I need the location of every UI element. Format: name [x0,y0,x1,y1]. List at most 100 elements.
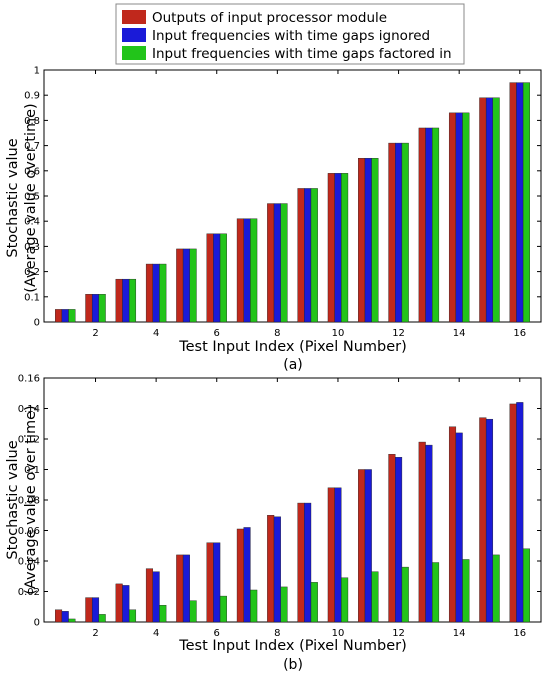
chart-b-bar-outputs-14 [448,426,457,623]
chart-a-xtick-label: 10 [332,328,345,339]
chart-a-ytick-label: 0.7 [24,141,40,152]
chart-b-bar-gaps-factored-12 [401,566,409,623]
chart-b-ytick-label: 0.1 [24,465,40,476]
chart-a-bar-gaps-ignored-8 [273,203,281,323]
chart-a-bar-gaps-factored-7 [250,218,258,323]
chart-b-bar-outputs-5 [176,554,184,623]
legend-label-gaps-ignored: Input frequencies with time gaps ignored [152,28,430,44]
chart-a-bar-gaps-ignored-13 [425,127,433,323]
chart-a-bar-gaps-factored-9 [310,188,318,323]
chart-b-ytick-label: 0.12 [18,435,40,446]
chart-b-xlabel: Test Input Index (Pixel Number) [178,638,407,654]
chart-a-bar-outputs-1 [55,309,63,323]
chart-b-bar-gaps-ignored-5 [182,554,190,623]
chart-b-bar-gaps-factored-3 [128,609,137,623]
chart-b-xtick-label: 16 [513,628,526,639]
chart-b-bar-gaps-factored-5 [189,600,197,623]
chart-b-ytick-label: 0.06 [18,526,40,537]
chart-a-bar-outputs-6 [206,233,214,323]
chart-a-bar-outputs-14 [448,112,457,323]
chart-a-bar-gaps-factored-1 [68,309,76,323]
chart-a-xtick-label: 4 [153,328,159,339]
chart-a-bar-gaps-factored-15 [492,97,500,323]
chart-a-bar-gaps-ignored-3 [122,278,130,323]
chart-a-subcaption: (a) [283,357,303,373]
chart-b-bar-gaps-ignored-11 [364,469,372,623]
chart-a-bar-outputs-4 [145,263,154,323]
chart-a-xtick-label: 2 [92,328,98,339]
chart-a-bar-gaps-factored-4 [159,263,167,323]
chart-a-bar-outputs-9 [297,188,305,323]
chart-a-bar-gaps-factored-16 [522,82,530,323]
chart-a-bar-gaps-factored-10 [341,173,349,323]
chart-b-bar-gaps-ignored-14 [455,432,463,623]
chart-a-bar-gaps-ignored-12 [395,142,403,323]
chart-a-ytick-label: 0.6 [24,166,40,177]
chart-b-xtick-label: 2 [92,628,98,639]
chart-a-bar-gaps-ignored-15 [485,97,494,323]
chart-a-xtick-label: 8 [274,328,280,339]
chart-b-bar-gaps-factored-16 [522,548,530,623]
chart-a-bar-gaps-factored-6 [219,233,227,323]
chart-a-bar-gaps-ignored-5 [182,248,190,323]
chart-a-ytick-label: 0.2 [24,267,40,278]
chart-b-ytick-label: 0.04 [18,557,40,568]
chart-a-bar-gaps-ignored-1 [61,309,69,323]
chart-a-bar-outputs-3 [115,278,123,323]
chart-b-bar-gaps-factored-9 [310,582,318,623]
chart-b-ylabel-line1: Stochastic value [5,440,21,559]
chart-b-bar-gaps-factored-11 [371,571,379,623]
chart-b-bar-outputs-15 [479,417,487,623]
legend-swatch-outputs [122,10,146,24]
chart-a-bar-gaps-ignored-9 [304,188,312,323]
chart-b-bar-outputs-2 [85,597,93,623]
chart-b-bar-outputs-3 [115,583,123,623]
legend-swatch-gaps-ignored [122,28,146,42]
chart-b-bar-gaps-ignored-16 [516,402,524,623]
chart-a-bar-outputs-16 [509,82,517,323]
chart-b-ytick-label: 0.14 [18,404,40,415]
chart-b-xtick-label: 4 [153,628,159,639]
chart-b-xtick-label: 8 [274,628,280,639]
chart-a-bar-gaps-factored-12 [401,142,409,323]
chart-b-bar-gaps-factored-7 [250,589,258,623]
chart-a: Stochastic value (Average value over tim… [5,66,542,373]
chart-b-bar-outputs-11 [358,469,366,623]
chart-a-ytick-label: 0.3 [24,242,40,253]
chart-a-xtick-label: 16 [513,328,526,339]
chart-a-bar-gaps-ignored-4 [152,263,160,323]
chart-b-bar-outputs-6 [206,542,214,623]
chart-b-bar-gaps-factored-2 [98,614,106,623]
chart-a-bar-outputs-11 [358,157,366,323]
chart-a-ytick-label: 0.9 [24,91,40,102]
chart-b-ytick-label: 0 [34,618,40,629]
chart-b-bar-gaps-ignored-6 [213,542,221,623]
chart-b-xtick-label: 14 [453,628,466,639]
legend-label-gaps-factored: Input frequencies with time gaps factore… [152,46,452,62]
chart-b-ytick-label: 0.08 [18,496,40,507]
chart-b-bar-gaps-ignored-10 [334,487,342,623]
chart-b-bar-gaps-factored-6 [219,595,227,623]
chart-b-bar-gaps-factored-13 [432,562,440,623]
chart-b-bar-gaps-factored-15 [492,554,500,623]
chart-b-bar-gaps-factored-10 [341,577,349,623]
chart-a-bar-outputs-10 [327,173,335,323]
chart-a-xtick-label: 6 [214,328,220,339]
chart-a-ylabel-line1: Stochastic value [5,138,21,257]
chart-b-bar-outputs-7 [236,528,244,623]
chart-a-bar-gaps-ignored-16 [516,82,524,323]
chart-a-bar-gaps-ignored-6 [213,233,221,323]
chart-b-bar-gaps-ignored-8 [273,516,281,623]
chart-a-ytick-label: 1 [34,66,40,77]
chart-a-bar-outputs-7 [236,218,244,323]
legend-swatch-gaps-factored [122,46,146,60]
chart-b-xtick-label: 10 [332,628,345,639]
chart-b-bar-outputs-4 [145,568,154,623]
chart-a-bar-gaps-factored-11 [371,157,379,323]
chart-a-bar-outputs-15 [479,97,487,323]
chart-b-bar-outputs-12 [388,454,396,623]
chart-b-bar-outputs-16 [509,403,517,623]
chart-a-bar-gaps-factored-8 [280,203,288,323]
chart-a-bar-gaps-factored-14 [462,112,470,323]
